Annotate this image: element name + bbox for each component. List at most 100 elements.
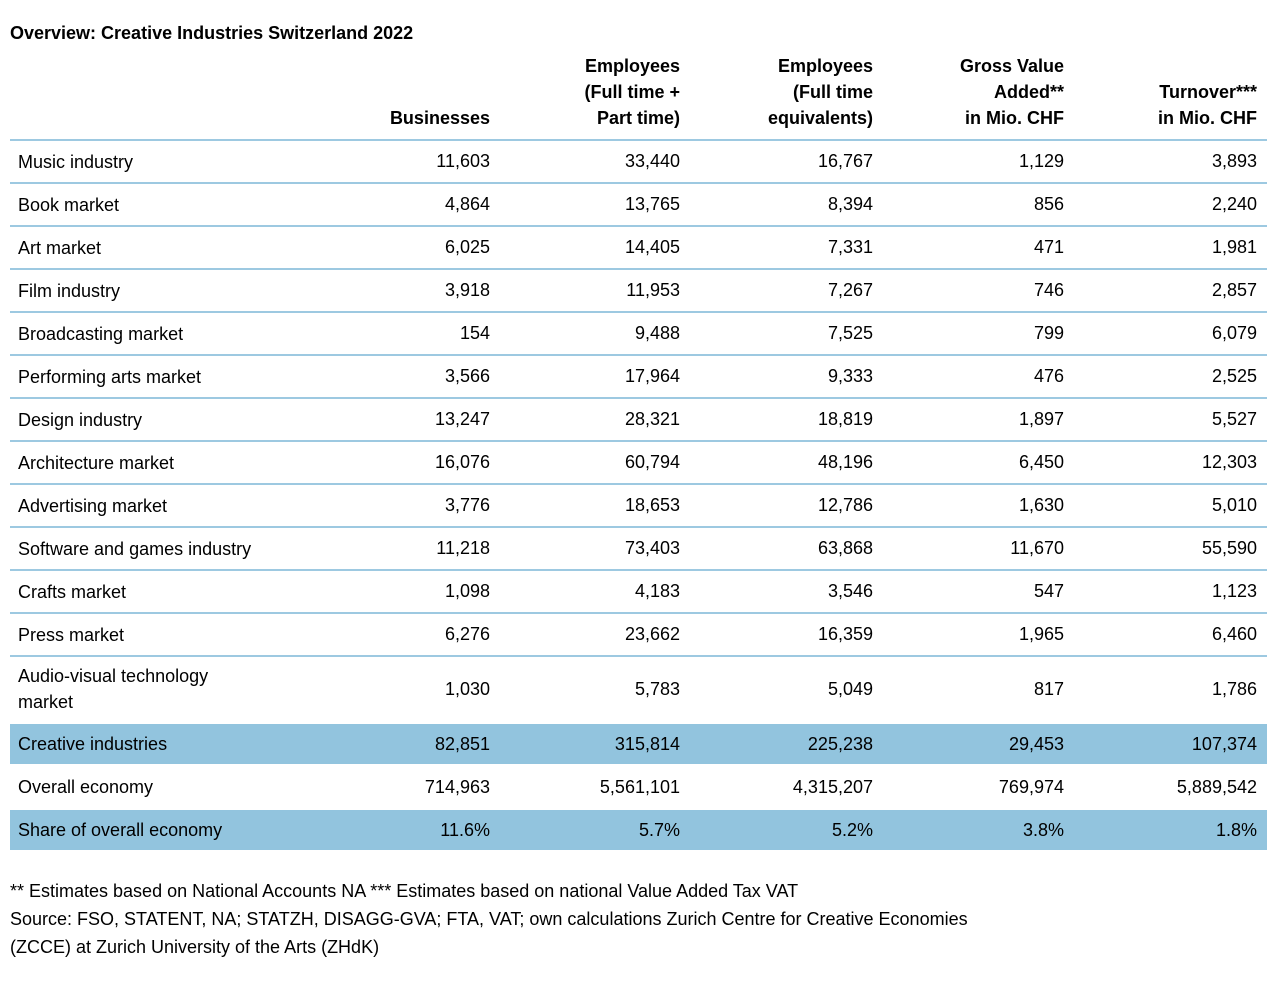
table-row: Press market 6,276 23,662 16,359 1,965 6,460 xyxy=(10,613,1267,657)
cell-value: 6,079 xyxy=(1074,312,1267,356)
cell-value: 11,218 xyxy=(310,527,500,571)
cell-value: 1,123 xyxy=(1074,570,1267,614)
header-row: Businesses Employees (Full time + Part t… xyxy=(10,49,1267,141)
cell-value: 14,405 xyxy=(500,226,690,270)
table-row: Art market 6,025 14,405 7,331 471 1,981 xyxy=(10,226,1267,270)
cell-value: 1.8% xyxy=(1074,807,1267,853)
page-title: Overview: Creative Industries Switzerlan… xyxy=(10,23,414,43)
cell-value: 1,965 xyxy=(883,613,1074,657)
table-row: Audio-visual technology market 1,030 5,783… xyxy=(10,656,1267,723)
cell-value: 13,247 xyxy=(310,398,500,442)
cell-value: 3,776 xyxy=(310,484,500,528)
row-label: Share of overall economy xyxy=(10,807,310,853)
cell-value: 476 xyxy=(883,355,1074,399)
creative-industries-table: Businesses Employees (Full time + Part t… xyxy=(10,49,1267,853)
cell-value: 3,566 xyxy=(310,355,500,399)
cell-value: 799 xyxy=(883,312,1074,356)
cell-value: 1,981 xyxy=(1074,226,1267,270)
cell-value: 315,814 xyxy=(500,721,690,767)
column-header-businesses: Businesses xyxy=(310,49,500,141)
table-row: Broadcasting market 154 9,488 7,525 799 6,079 xyxy=(10,312,1267,356)
cell-value: 7,267 xyxy=(690,269,883,313)
row-label: Broadcasting market xyxy=(10,312,310,356)
cell-value: 12,303 xyxy=(1074,441,1267,485)
table-row: Software and games industry 11,218 73,403 6… xyxy=(10,527,1267,571)
cell-value: 107,374 xyxy=(1074,721,1267,767)
cell-value: 5,527 xyxy=(1074,398,1267,442)
cell-value: 746 xyxy=(883,269,1074,313)
cell-value: 2,240 xyxy=(1074,183,1267,227)
cell-value: 1,129 xyxy=(883,140,1074,184)
cell-value: 5,010 xyxy=(1074,484,1267,528)
row-label: Film industry xyxy=(10,269,310,313)
row-label: Overall economy xyxy=(18,777,154,797)
cell-value: 714,963 xyxy=(424,776,490,797)
row-label: Music industry xyxy=(10,140,310,184)
cell-value: 9,488 xyxy=(500,312,690,356)
cell-value: 2,525 xyxy=(1074,355,1267,399)
cell-value: 48,196 xyxy=(690,441,883,485)
row-label: Architecture market xyxy=(10,441,310,485)
cell-value: 5.2% xyxy=(690,807,883,853)
cell-value: 1,897 xyxy=(883,398,1074,442)
row-label: Book market xyxy=(10,183,310,227)
cell-value: 63,868 xyxy=(690,527,883,571)
report-page: Overview: Creative Industries Switzerlan… xyxy=(10,23,1270,961)
cell-value: 73,403 xyxy=(500,527,690,571)
row-label: Advertising market xyxy=(10,484,310,528)
cell-value: 6,276 xyxy=(310,613,500,657)
cell-value: 154 xyxy=(310,312,500,356)
row-label: Software and games industry xyxy=(10,527,310,571)
cell-value: 55,590 xyxy=(1074,527,1267,571)
table-row: Book market 4,864 13,765 8,394 856 2,240 xyxy=(10,183,1267,227)
cell-value: 225,238 xyxy=(690,721,883,767)
cell-value: 29,453 xyxy=(883,721,1074,767)
cell-value: 18,653 xyxy=(500,484,690,528)
cell-value: 7,331 xyxy=(690,226,883,270)
cell-value: 6,450 xyxy=(883,441,1074,485)
column-header-empty xyxy=(10,49,310,141)
cell-value: 11.6% xyxy=(310,807,500,853)
row-label: Art market xyxy=(10,226,310,270)
cell-value: 7,525 xyxy=(690,312,883,356)
cell-value: 5,889,542 xyxy=(1176,776,1257,797)
table-row: Design industry 13,247 28,321 18,819 1,897 5,… xyxy=(10,398,1267,442)
cell-value: 817 xyxy=(1033,678,1064,699)
cell-value: 2,857 xyxy=(1074,269,1267,313)
column-header-employees-fte: Employees (Full time equivalents) xyxy=(690,49,883,141)
row-label: Design industry xyxy=(10,398,310,442)
table-body: Music industry 11,603 33,440 16,767 1,129 3,8… xyxy=(10,140,1267,853)
column-header-gross-value-added: Gross Value Added** in Mio. CHF xyxy=(883,49,1074,141)
cell-value: 3.8% xyxy=(883,807,1074,853)
table-row: Architecture market 16,076 60,794 48,196 6,4… xyxy=(10,441,1267,485)
cell-value: 4,315,207 xyxy=(792,776,873,797)
cell-value: 11,670 xyxy=(883,527,1074,571)
row-label: Creative industries xyxy=(10,721,310,767)
table-row: Music industry 11,603 33,440 16,767 1,129 3,8… xyxy=(10,140,1267,184)
footnote-source: Source: FSO, STATENT, NA; STATZH, DISAGG… xyxy=(10,909,968,929)
cell-value: 11,603 xyxy=(310,140,500,184)
row-label: Performing arts market xyxy=(10,355,310,399)
column-header-employees-headcount: Employees (Full time + Part time) xyxy=(500,49,690,141)
cell-value: 23,662 xyxy=(500,613,690,657)
cell-value: 4,864 xyxy=(310,183,500,227)
cell-value: 6,460 xyxy=(1074,613,1267,657)
footnote-estimates: ** Estimates based on National Accounts … xyxy=(10,881,799,901)
table-row: Film industry 3,918 11,953 7,267 746 2,857 xyxy=(10,269,1267,313)
cell-value: 5,049 xyxy=(827,678,873,699)
cell-value: 12,786 xyxy=(690,484,883,528)
table-row: Share of overall economy 11.6% 5.7% 5.2% 3.8… xyxy=(10,807,1267,853)
cell-value: 5.7% xyxy=(500,807,690,853)
cell-value: 3,918 xyxy=(310,269,500,313)
cell-value: 1,030 xyxy=(444,678,490,699)
row-label: Crafts market xyxy=(10,570,310,614)
cell-value: 16,076 xyxy=(310,441,500,485)
cell-value: 16,767 xyxy=(690,140,883,184)
cell-value: 8,394 xyxy=(690,183,883,227)
cell-value: 9,333 xyxy=(690,355,883,399)
cell-value: 1,630 xyxy=(883,484,1074,528)
cell-value: 33,440 xyxy=(500,140,690,184)
cell-value: 3,893 xyxy=(1074,140,1267,184)
cell-value: 60,794 xyxy=(500,441,690,485)
cell-value: 82,851 xyxy=(310,721,500,767)
